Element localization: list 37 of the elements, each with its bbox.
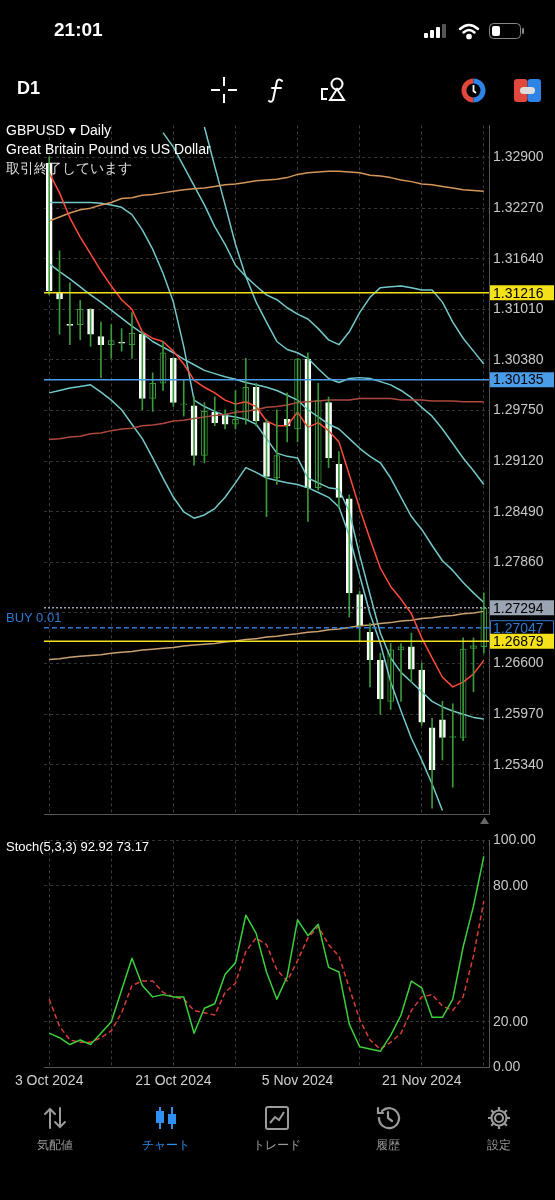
- annotation: BUY 0.01: [6, 609, 62, 625]
- line-series: [48, 900, 485, 1050]
- x-tick-label: 5 Nov 2024: [261, 1072, 334, 1089]
- y-tick-label: 1.29120: [493, 452, 544, 469]
- ref-line-label: 1.26879: [493, 633, 544, 650]
- x-tick-label: 21 Oct 2024: [135, 1072, 212, 1089]
- chart-title: Stoch(5,3,3) 92.92 73.17: [6, 839, 150, 854]
- ref-line-label: 1.30135: [493, 371, 544, 388]
- candlestick: [180, 379, 188, 417]
- x-tick-label: 21 Nov 2024: [382, 1072, 462, 1089]
- y-tick-label: 1.28490: [493, 502, 544, 519]
- text: トレード: [252, 1137, 302, 1154]
- y-tick-label: 20.00: [493, 1012, 529, 1029]
- y-tick-label: 1.31640: [493, 249, 544, 266]
- y-tick-label: 1.25340: [493, 755, 544, 772]
- y-tick-label: 1.30380: [493, 350, 544, 367]
- text: チャート: [141, 1137, 191, 1154]
- y-tick-label: 100.00: [493, 831, 537, 848]
- y-tick-label: 1.27860: [493, 553, 544, 570]
- y-tick-label: 1.26600: [493, 654, 544, 671]
- ref-line-label: 1.27294: [493, 599, 544, 616]
- text: D1: [17, 78, 41, 99]
- ref-line-label: 1.31216: [493, 284, 544, 301]
- y-tick-label: 80.00: [493, 876, 529, 893]
- y-tick-label: 1.29750: [493, 401, 544, 418]
- y-tick-label: 1.25970: [493, 705, 544, 722]
- ref-line-label: 1.27047: [493, 619, 544, 636]
- text: 履歴: [375, 1137, 401, 1154]
- chart-title: GBPUSD ▾ Daily: [6, 122, 112, 138]
- y-tick-label: 1.32270: [493, 199, 544, 215]
- y-tick-label: 0.00: [493, 1058, 521, 1075]
- text: 21:01: [54, 19, 103, 41]
- y-tick-label: 1.31010: [493, 300, 544, 317]
- y-tick-label: 1.32900: [493, 148, 544, 165]
- text: 気配値: [36, 1137, 74, 1154]
- text: 設定: [486, 1137, 512, 1154]
- x-tick-label: 3 Oct 2024: [14, 1072, 84, 1089]
